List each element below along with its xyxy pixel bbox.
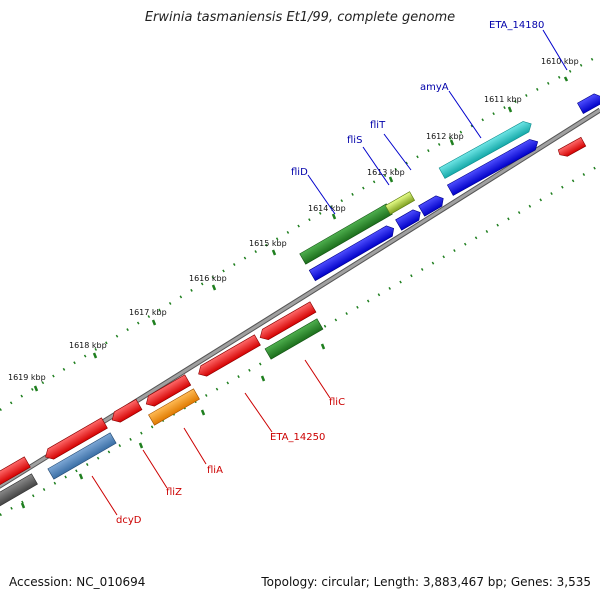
gene-fliA[interactable] <box>148 388 200 426</box>
gene-label-fliC: fliC <box>329 397 345 408</box>
gene-red-left[interactable] <box>0 456 31 488</box>
gene-label-ETA_14250: ETA_14250 <box>270 432 325 443</box>
tick-label-1617: 1617 kbp <box>129 308 167 317</box>
tick-label-1613: 1613 kbp <box>367 168 405 177</box>
gene-ETA_14180[interactable] <box>577 91 600 114</box>
tick-label-1610: 1610 kbp <box>541 57 579 66</box>
gene-blue-amy[interactable] <box>446 137 540 196</box>
tick-label-1611: 1611 kbp <box>484 95 522 104</box>
gene-red-fliZ[interactable] <box>109 398 143 425</box>
tick-label-1619: 1619 kbp <box>8 373 46 382</box>
outer-tick-ring <box>0 53 600 412</box>
gene-label-fliT: fliT <box>370 120 386 131</box>
gene-red-dcyD[interactable] <box>43 417 108 462</box>
lower-leader-lines <box>91 359 331 516</box>
upper-leader-lines <box>307 29 568 215</box>
gene-ETA_14250[interactable] <box>196 334 261 379</box>
tick-label-1615: 1615 kbp <box>249 239 287 248</box>
gene-red-1[interactable] <box>257 301 317 343</box>
gene-blue-fliT[interactable] <box>418 193 447 217</box>
accession-text: Accession: NC_010694 <box>9 575 146 589</box>
inner-tick-ring <box>0 163 600 517</box>
tick-label-1616: 1616 kbp <box>189 274 227 283</box>
gene-label-fliD: fliD <box>291 167 308 178</box>
gene-label-amyA: amyA <box>420 82 449 93</box>
outer-major-ticks <box>33 76 569 392</box>
gene-label-dcyD: dcyD <box>116 515 142 526</box>
gene-fliS[interactable] <box>384 191 416 215</box>
tick-label-1612: 1612 kbp <box>426 132 464 141</box>
gene-blue-fliD[interactable] <box>308 223 396 282</box>
genome-summary-text: Topology: circular; Length: 3,883,467 bp… <box>261 575 591 589</box>
tick-label-1618: 1618 kbp <box>69 341 107 350</box>
gene-red-right[interactable] <box>557 136 587 159</box>
gene-label-ETA_14180: ETA_14180 <box>489 20 544 31</box>
map-title: Erwinia tasmaniensis Et1/99, complete ge… <box>144 10 456 25</box>
gene-label-fliZ: fliZ <box>166 487 182 498</box>
gene-dcyD[interactable] <box>0 473 38 511</box>
gene-blue-fliS[interactable] <box>395 207 424 231</box>
gene-label-fliA: fliA <box>207 465 223 476</box>
gene-fliD[interactable] <box>299 203 393 265</box>
gene-amyA[interactable] <box>438 119 534 179</box>
inner-major-ticks <box>20 343 326 509</box>
tick-label-1614: 1614 kbp <box>308 204 346 213</box>
gene-label-fliS: fliS <box>347 135 362 146</box>
gene-red-fliA[interactable] <box>143 374 192 409</box>
gene-fliZ[interactable] <box>47 432 117 480</box>
gene-fliC[interactable] <box>264 318 324 360</box>
